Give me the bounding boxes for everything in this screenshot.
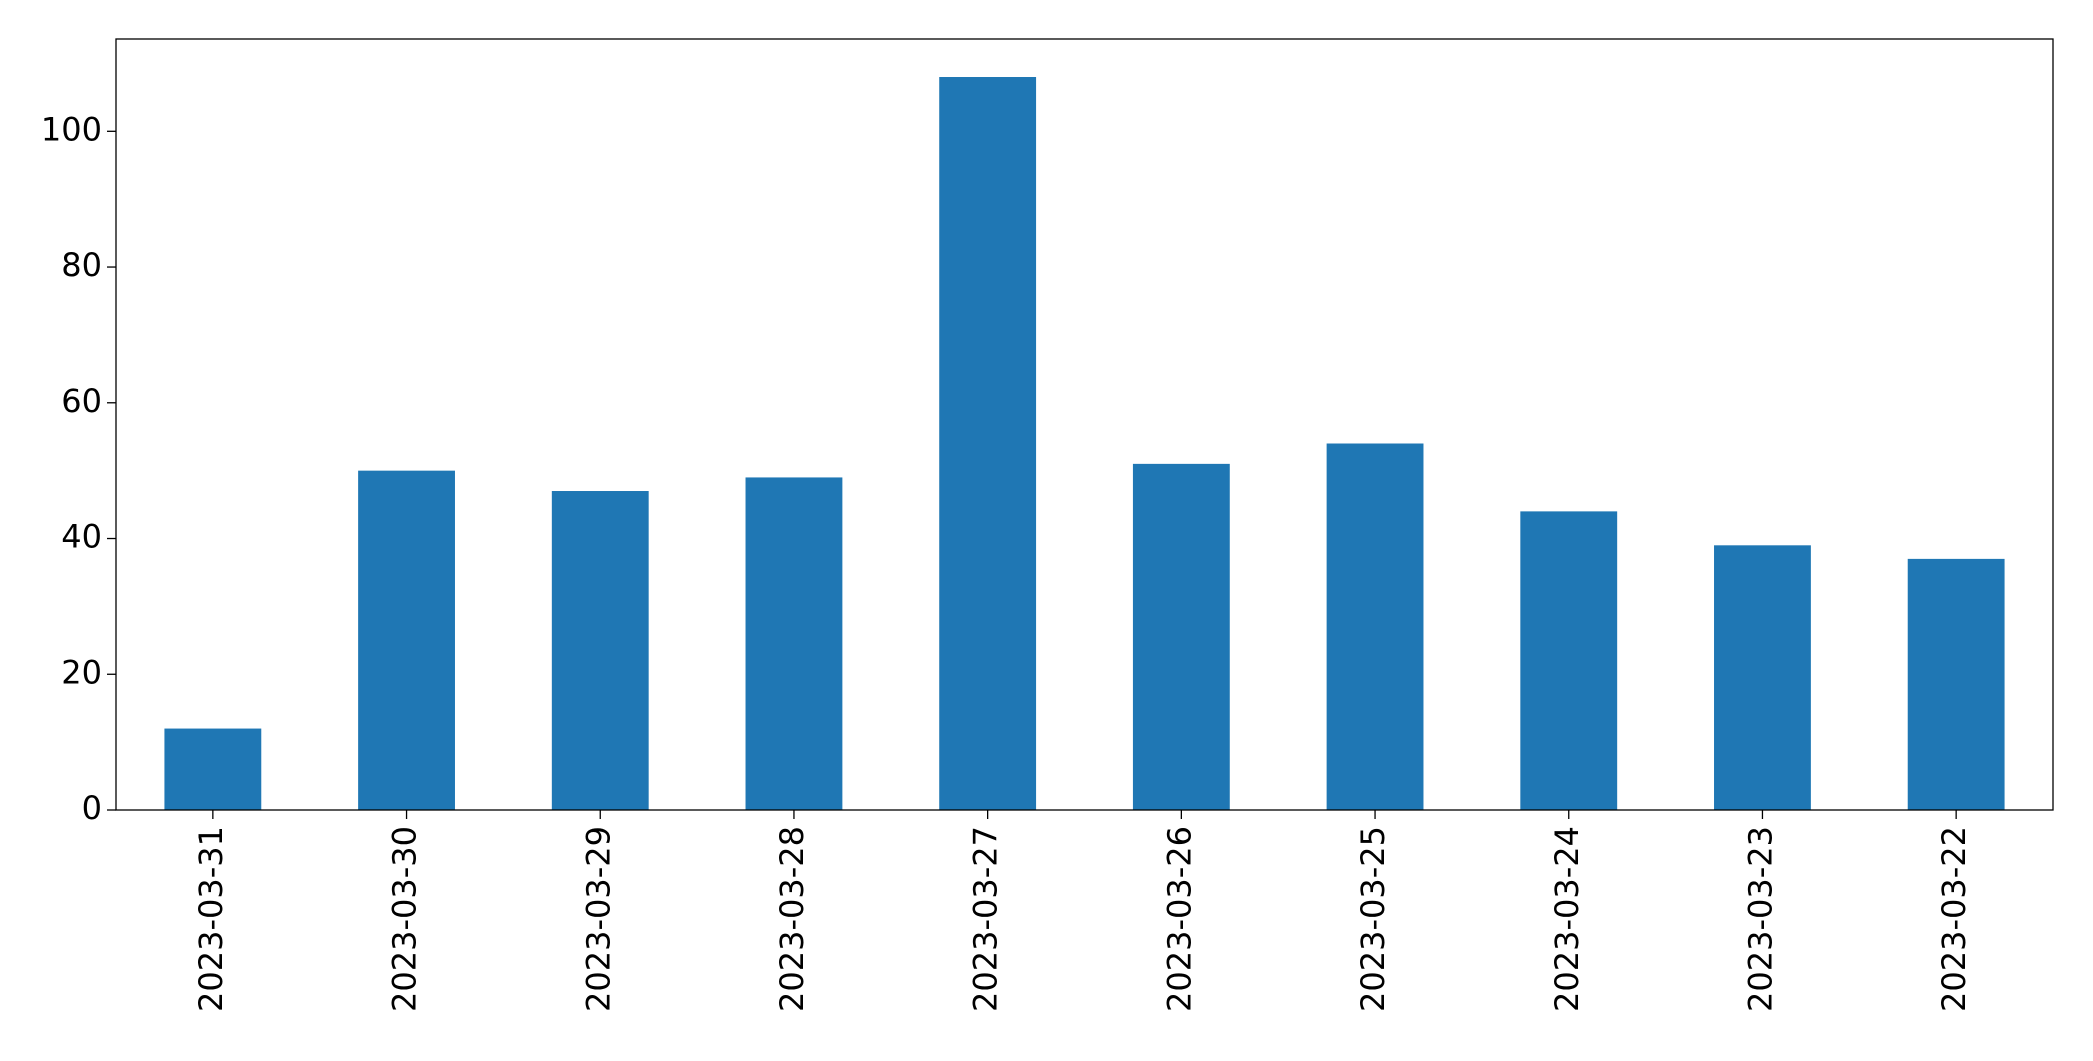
y-tick-label: 40 (61, 518, 102, 556)
bar (1907, 558, 2005, 810)
y-tick-label: 0 (82, 789, 102, 827)
bar (1714, 545, 1811, 810)
x-tick-label: 2023-03-22 (1935, 826, 1973, 1012)
bar (1132, 463, 1230, 810)
bar (939, 77, 1037, 811)
x-tick-label: 2023-03-28 (773, 826, 811, 1012)
y-tick-label: 100 (41, 110, 102, 148)
x-tick-label: 2023-03-25 (1354, 826, 1392, 1012)
bar (1520, 511, 1618, 810)
y-tick-label: 20 (61, 653, 102, 691)
bar (1326, 443, 1424, 810)
x-tick-label: 2023-03-27 (967, 826, 1005, 1012)
x-tick-label: 2023-03-30 (386, 826, 424, 1012)
x-tick-label: 2023-03-29 (579, 826, 617, 1012)
x-tick-label: 2023-03-24 (1548, 826, 1586, 1012)
x-tick-label: 2023-03-23 (1741, 826, 1779, 1012)
x-tick-label: 2023-03-26 (1160, 826, 1198, 1012)
bar (164, 728, 262, 810)
bar (358, 470, 455, 810)
bar (745, 477, 843, 810)
x-tick-label: 2023-03-31 (192, 826, 230, 1012)
axes-frame (115, 38, 2054, 811)
y-tick-label: 80 (61, 246, 102, 284)
y-tick-label: 60 (61, 382, 102, 420)
bar (551, 491, 649, 810)
